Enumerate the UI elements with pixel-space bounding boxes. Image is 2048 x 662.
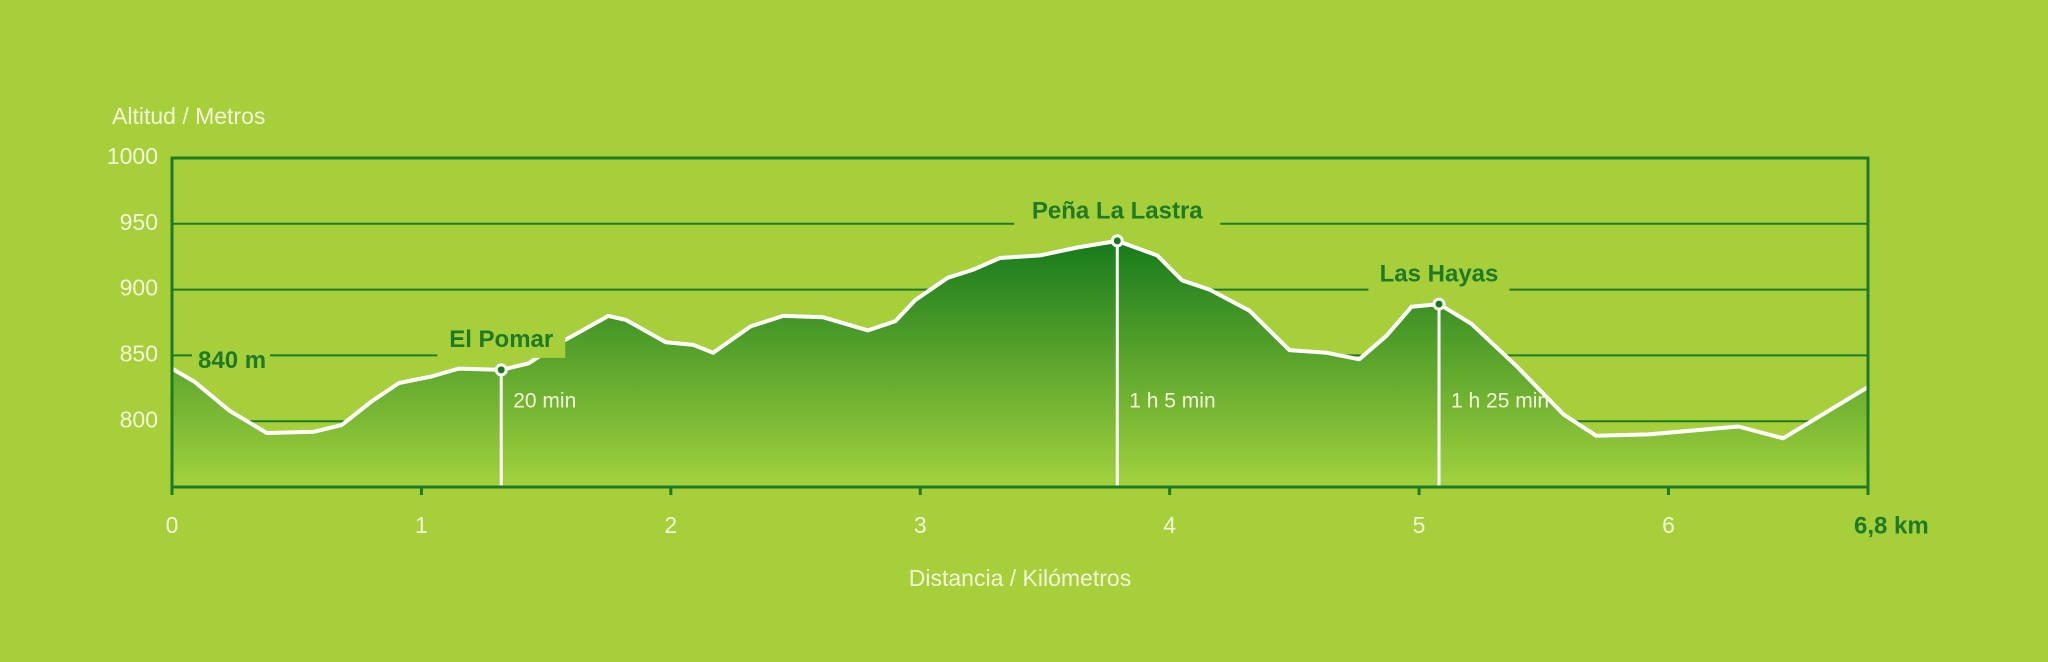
- x-tick-label: 6,8 km: [1854, 512, 1929, 539]
- x-tick-label: 2: [664, 512, 677, 538]
- y-tick-label: 800: [120, 406, 158, 432]
- label-bg: [1368, 258, 1510, 293]
- x-tick-label: 4: [1163, 512, 1176, 538]
- start-label: 840 m: [198, 347, 266, 374]
- x-tick-label: 5: [1413, 512, 1426, 538]
- area-fill: [172, 240, 1868, 487]
- waypoint-time: 1 h 25 min: [1451, 390, 1549, 413]
- label-bg: [192, 346, 270, 377]
- waypoint-time: 1 h 5 min: [1129, 390, 1215, 413]
- plot-frame: [170, 156, 1870, 489]
- x-axis-label: Distancia / Kilómetros: [909, 565, 1131, 591]
- waypoint-marker: [494, 363, 508, 377]
- waypoint-name: Peña La Lastra: [1032, 197, 1203, 224]
- waypoint-name: El Pomar: [449, 326, 553, 353]
- y-tick-label: 850: [120, 340, 158, 366]
- waypoint-marker: [1432, 297, 1446, 311]
- y-tick-label: 1000: [107, 143, 158, 169]
- y-axis-label: Altitud / Metros: [112, 103, 265, 129]
- x-tick-label: 6: [1662, 512, 1675, 538]
- label-bg: [437, 323, 566, 358]
- waypoint-time: 20 min: [513, 390, 576, 413]
- y-tick-label: 900: [120, 275, 158, 301]
- y-tick-label: 950: [120, 209, 158, 235]
- waypoint-marker: [1110, 234, 1124, 248]
- x-tick-label: 3: [914, 512, 927, 538]
- x-tick-label: 0: [166, 512, 179, 538]
- label-bg: [1014, 194, 1221, 229]
- x-tick-label: 1: [415, 512, 428, 538]
- waypoint-name: Las Hayas: [1380, 260, 1499, 287]
